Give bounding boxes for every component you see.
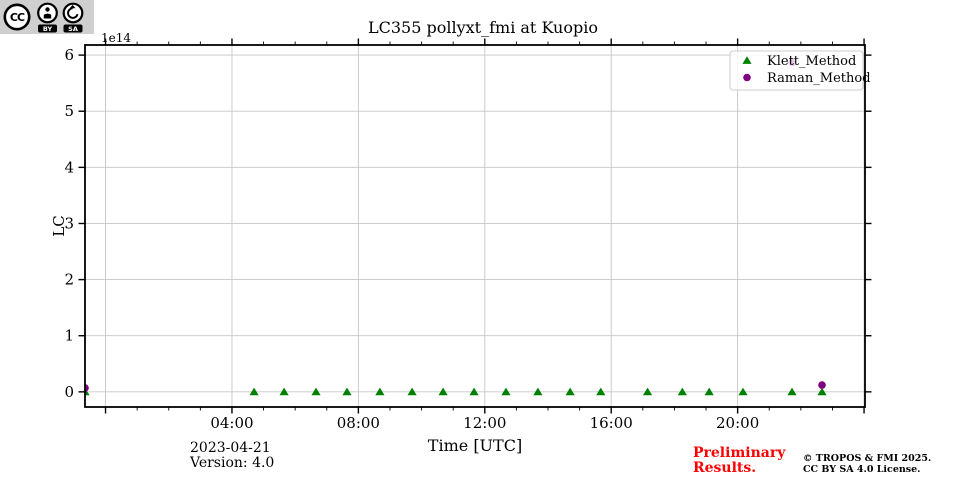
x-axis-label: Time [UTC] (428, 436, 522, 455)
y-axis-label: LC (50, 215, 68, 236)
grid-lines (85, 45, 865, 407)
series-klett_method-markers (85, 387, 827, 396)
legend: Klett_Method Raman_Method (729, 50, 871, 91)
x-tick-label: 08:00 (337, 414, 380, 432)
data-point (438, 387, 448, 396)
preliminary-line1: Preliminary (693, 445, 786, 461)
data-point (249, 387, 259, 396)
y-tick-label: 4 (64, 158, 74, 176)
preliminary-note: Preliminary Results. (693, 446, 785, 476)
data-point (704, 387, 714, 396)
legend-marker-circle (743, 73, 751, 82)
cc-letters: CC (10, 11, 25, 24)
legend-marker-triangle (742, 56, 752, 64)
by-label: BY (43, 25, 53, 33)
y-tick-label: 6 (64, 46, 74, 64)
x-tick-label: 20:00 (716, 414, 759, 432)
axes-frame (84, 44, 866, 408)
data-point (818, 381, 826, 389)
plot-date: 2023-04-21 (190, 440, 271, 456)
y-axis-offset-label: 1e14 (101, 31, 131, 45)
x-tick-label: 16:00 (590, 414, 633, 432)
y-tick-labels: 0 1 2 3 4 5 6 (64, 46, 74, 401)
y-tick-label: 1 (64, 327, 74, 345)
data-point (642, 387, 653, 396)
y-tick-label: 0 (64, 383, 74, 401)
legend-box (729, 50, 864, 91)
data-point (342, 387, 352, 396)
cc-by-sa-badge: CC BY SA (0, 0, 94, 34)
x-tick-label: 12:00 (463, 414, 506, 432)
y-tick-label: 2 (64, 271, 74, 289)
data-point (407, 387, 417, 396)
copyright-line2: CC BY SA 4.0 License. (803, 464, 921, 475)
by-person-icon: BY (37, 2, 58, 33)
copyright-note: © TROPOS & FMI 2025. CC BY SA 4.0 Licens… (803, 453, 931, 475)
preliminary-line2: Results. (693, 460, 757, 476)
chart-title: LC355 pollyxt_fmi at Kuopio (368, 18, 598, 37)
plot-version: Version: 4.0 (190, 455, 275, 471)
data-point (738, 387, 748, 396)
data-point (311, 387, 321, 396)
sa-share-alike-icon: SA (62, 2, 84, 33)
data-point (787, 387, 797, 396)
sa-label: SA (68, 25, 78, 33)
data-point (565, 387, 575, 396)
x-tick-labels: 04:00 08:00 12:00 16:00 20:00 (210, 414, 759, 432)
data-point (85, 384, 89, 392)
y-tick-label: 3 (64, 214, 74, 232)
data-point (677, 387, 687, 396)
x-tick-label: 04:00 (210, 414, 253, 432)
data-point (501, 387, 511, 396)
legend-label: Raman_Method (767, 71, 871, 86)
copyright-line1: © TROPOS & FMI 2025. (803, 453, 932, 464)
cc-icon: CC (3, 3, 31, 31)
legend-label: Klett_Method (767, 54, 856, 69)
data-point (279, 387, 289, 396)
data-point (596, 387, 606, 396)
series-raman_method-markers (85, 58, 826, 392)
axis-ticks (78, 38, 872, 414)
data-point (469, 387, 479, 396)
y-tick-label: 5 (64, 102, 74, 120)
data-point (375, 387, 385, 396)
data-point (533, 387, 543, 396)
date-version-block: 2023-04-21 Version: 4.0 (190, 441, 274, 471)
data-point (817, 387, 827, 396)
